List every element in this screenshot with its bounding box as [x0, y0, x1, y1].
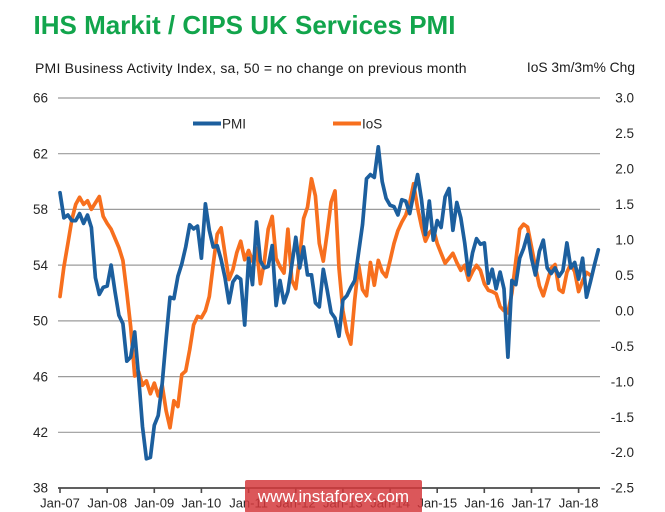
- svg-text:IoS: IoS: [362, 117, 382, 132]
- svg-text:38: 38: [33, 481, 48, 496]
- svg-text:Jan-15: Jan-15: [417, 496, 457, 511]
- svg-text:2.5: 2.5: [615, 126, 634, 141]
- svg-text:66: 66: [33, 91, 48, 106]
- svg-text:1.0: 1.0: [615, 233, 634, 248]
- svg-text:Jan-09: Jan-09: [134, 496, 174, 511]
- svg-text:-0.5: -0.5: [611, 339, 634, 354]
- svg-text:42: 42: [33, 425, 48, 440]
- svg-text:PMI: PMI: [222, 117, 246, 132]
- svg-text:-1.0: -1.0: [611, 374, 634, 389]
- svg-text:Jan-17: Jan-17: [512, 496, 552, 511]
- svg-text:Jan-07: Jan-07: [40, 496, 80, 511]
- svg-text:2.0: 2.0: [615, 162, 634, 177]
- svg-text:3.0: 3.0: [615, 91, 634, 106]
- svg-text:-2.0: -2.0: [611, 445, 634, 460]
- svg-text:Jan-16: Jan-16: [464, 496, 504, 511]
- svg-text:Jan-08: Jan-08: [87, 496, 127, 511]
- svg-text:-1.5: -1.5: [611, 410, 634, 425]
- svg-text:0.0: 0.0: [615, 303, 634, 318]
- svg-text:54: 54: [33, 258, 49, 273]
- svg-text:-2.5: -2.5: [611, 481, 634, 496]
- svg-text:1.5: 1.5: [615, 197, 634, 212]
- svg-text:0.5: 0.5: [615, 268, 634, 283]
- svg-text:Jan-10: Jan-10: [182, 496, 222, 511]
- svg-text:50: 50: [33, 314, 48, 329]
- svg-text:62: 62: [33, 146, 48, 161]
- svg-text:46: 46: [33, 369, 48, 384]
- svg-text:Jan-18: Jan-18: [559, 496, 599, 511]
- svg-text:58: 58: [33, 202, 48, 217]
